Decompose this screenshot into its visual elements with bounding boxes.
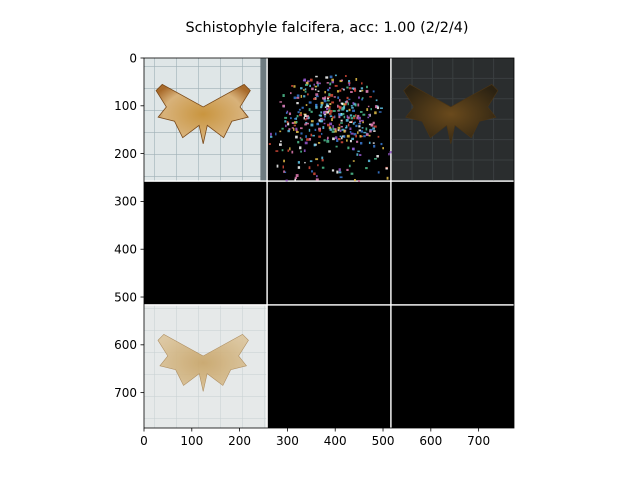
x-tick-label: 600 — [419, 434, 442, 448]
y-tick-label: 500 — [114, 290, 137, 304]
image-tile-r1-c2 — [392, 182, 514, 304]
y-tick-label: 600 — [114, 338, 137, 352]
image-tile-r2-c0 — [144, 306, 266, 428]
y-tick-label: 300 — [114, 195, 137, 209]
image-tile-r0-c1 — [268, 58, 392, 183]
x-tick-label: 0 — [140, 434, 148, 448]
image-tile-r0-c2 — [392, 58, 514, 180]
x-tick-label: 400 — [324, 434, 347, 448]
chart-title: Schistophyle falcifera, acc: 1.00 (2/2/4… — [186, 20, 469, 36]
image-tile-r1-c0 — [144, 182, 266, 304]
x-tick-label: 100 — [180, 434, 203, 448]
image-tile-r2-c1 — [268, 306, 390, 428]
image-tiles — [144, 58, 514, 428]
y-tick-label: 400 — [114, 243, 137, 257]
x-tick-label: 700 — [467, 434, 490, 448]
y-tick-label: 200 — [114, 147, 137, 161]
x-tick-label: 500 — [372, 434, 395, 448]
x-tick-label: 300 — [276, 434, 299, 448]
y-tick-label: 700 — [114, 386, 137, 400]
image-tile-r0-c0 — [144, 58, 266, 180]
image-tile-r1-c1 — [268, 182, 390, 304]
y-tick-label: 0 — [129, 51, 137, 65]
image-tile-r2-c2 — [392, 306, 514, 428]
y-tick-label: 100 — [114, 99, 137, 113]
x-tick-label: 200 — [228, 434, 251, 448]
